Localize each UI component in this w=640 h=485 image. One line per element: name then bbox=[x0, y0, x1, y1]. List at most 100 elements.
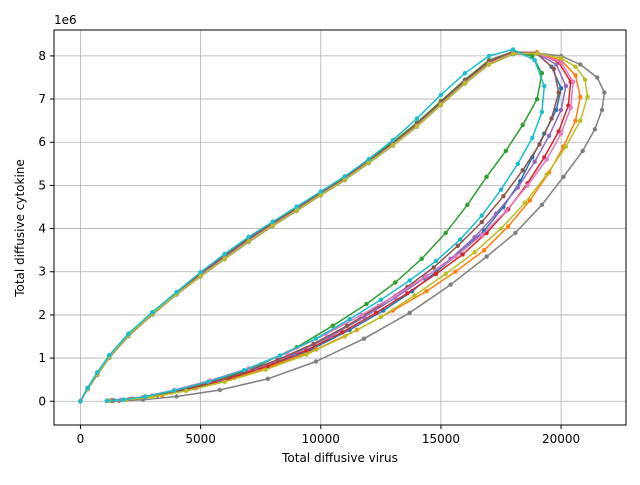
data-point bbox=[311, 341, 316, 346]
data-point bbox=[143, 394, 148, 399]
data-point bbox=[465, 202, 470, 207]
data-point bbox=[537, 142, 542, 147]
data-point bbox=[270, 219, 275, 224]
data-point bbox=[222, 379, 227, 384]
data-point bbox=[573, 73, 578, 78]
y-tick-label: 4 bbox=[38, 222, 46, 236]
data-point bbox=[174, 394, 179, 399]
data-point bbox=[515, 185, 520, 190]
data-point bbox=[544, 172, 549, 177]
y-tick-label: 2 bbox=[38, 308, 46, 322]
data-point bbox=[405, 291, 410, 296]
data-point bbox=[498, 187, 504, 192]
data-point bbox=[554, 62, 559, 67]
data-point bbox=[393, 293, 398, 298]
data-point bbox=[217, 387, 222, 393]
series-layer bbox=[78, 47, 607, 404]
data-point bbox=[578, 62, 583, 67]
data-point bbox=[573, 64, 578, 69]
data-point bbox=[558, 131, 564, 136]
data-point bbox=[198, 273, 203, 279]
data-point bbox=[277, 353, 283, 358]
data-point bbox=[294, 208, 299, 213]
data-point bbox=[494, 211, 499, 216]
data-point bbox=[359, 312, 364, 318]
data-point bbox=[585, 94, 590, 100]
data-point bbox=[532, 58, 537, 63]
data-point bbox=[479, 219, 484, 225]
data-point bbox=[522, 200, 528, 205]
data-point bbox=[530, 53, 535, 59]
data-point bbox=[347, 317, 352, 322]
data-point bbox=[479, 232, 484, 238]
data-point bbox=[599, 107, 605, 113]
x-tick-label: 0 bbox=[77, 432, 85, 446]
data-point bbox=[498, 226, 504, 231]
data-point bbox=[107, 352, 112, 358]
data-point bbox=[558, 107, 564, 113]
data-point bbox=[340, 330, 345, 335]
data-point bbox=[342, 174, 347, 179]
data-point bbox=[390, 137, 396, 143]
data-point bbox=[318, 189, 323, 194]
data-point bbox=[448, 282, 453, 287]
y-axis-ticks: 0 1 2 3 4 5 6 7 8 bbox=[38, 49, 54, 408]
data-point bbox=[345, 323, 350, 328]
x-axis-label: Total diffusive virus bbox=[281, 451, 398, 465]
data-point bbox=[534, 51, 540, 56]
data-point bbox=[532, 159, 537, 164]
data-point bbox=[265, 376, 271, 381]
data-point bbox=[407, 278, 412, 283]
data-point bbox=[342, 177, 347, 182]
axes-frame bbox=[53, 29, 627, 426]
data-point bbox=[462, 80, 468, 86]
data-point bbox=[407, 310, 412, 315]
data-point bbox=[378, 314, 384, 320]
data-point bbox=[78, 399, 83, 404]
data-point bbox=[85, 385, 90, 391]
data-point bbox=[551, 66, 557, 72]
y-tick-label: 7 bbox=[38, 92, 46, 106]
data-point bbox=[361, 336, 367, 341]
data-point bbox=[582, 77, 588, 82]
data-point bbox=[539, 202, 545, 207]
data-point bbox=[424, 289, 429, 294]
data-point bbox=[520, 122, 525, 128]
data-point bbox=[558, 60, 564, 65]
data-point bbox=[172, 388, 177, 393]
data-point bbox=[378, 297, 384, 302]
data-point bbox=[472, 235, 477, 240]
data-point bbox=[366, 160, 371, 165]
data-point bbox=[364, 301, 369, 307]
x-tick-label: 10000 bbox=[302, 432, 340, 446]
data-point bbox=[304, 352, 309, 357]
data-point bbox=[592, 127, 597, 132]
data-point bbox=[150, 309, 155, 315]
data-point bbox=[544, 157, 549, 162]
data-point bbox=[542, 83, 547, 89]
data-point bbox=[556, 90, 561, 95]
data-point bbox=[558, 86, 564, 91]
data-point bbox=[578, 118, 583, 123]
data-point bbox=[602, 90, 607, 95]
data-point bbox=[438, 102, 444, 107]
data-point bbox=[184, 388, 189, 394]
data-point bbox=[222, 251, 227, 257]
x-axis-ticks: 0 5000 10000 15000 20000 bbox=[77, 425, 580, 446]
data-point bbox=[246, 234, 251, 239]
data-point bbox=[534, 96, 540, 102]
data-point bbox=[482, 248, 487, 253]
data-point bbox=[342, 334, 347, 339]
data-point bbox=[530, 135, 535, 141]
data-point bbox=[486, 53, 492, 59]
data-point bbox=[458, 237, 463, 242]
y-axis-offset-label: 1e6 bbox=[54, 13, 77, 27]
data-point bbox=[503, 148, 508, 154]
data-point bbox=[330, 323, 335, 328]
data-point bbox=[580, 148, 585, 154]
data-point bbox=[270, 223, 275, 228]
data-point bbox=[510, 47, 516, 52]
data-point bbox=[419, 256, 424, 261]
